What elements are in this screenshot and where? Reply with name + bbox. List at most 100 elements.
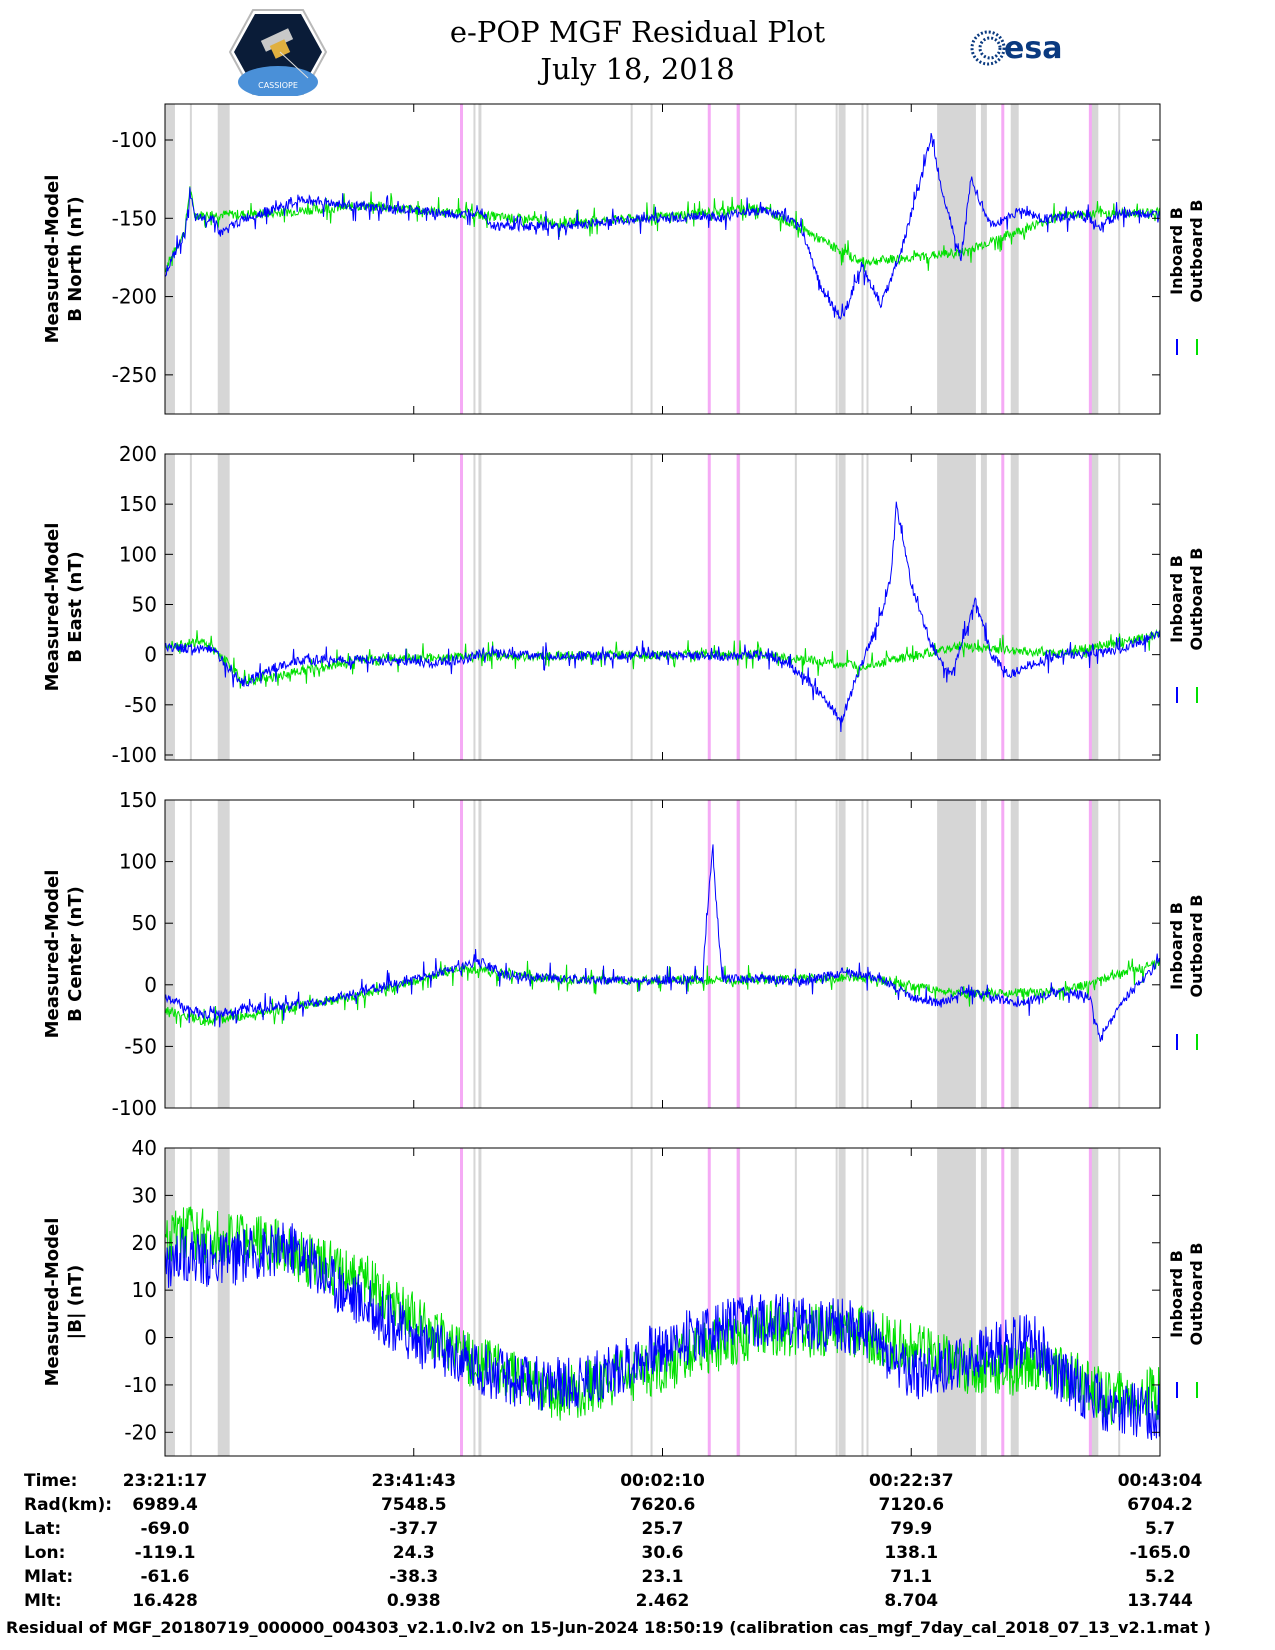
y-axis-label: Measured-Model B East (nT) — [42, 523, 86, 692]
magenta-band — [707, 800, 711, 1108]
gap-band — [861, 1148, 864, 1456]
gap-band — [189, 454, 192, 760]
gap-band — [838, 800, 846, 1108]
gap-band — [478, 454, 482, 760]
y-tick-label: 0 — [144, 643, 157, 667]
legend-outboard-label: Outboard B — [1187, 548, 1206, 651]
plot-panel-4: 40 30 20 10 0 -10 -20 Measured-Model |B| (nT) Inb… — [42, 1136, 1206, 1457]
y-tick-label: -250 — [112, 363, 157, 387]
legend: Inboard B Outboard B — [1167, 895, 1206, 1050]
table-cell: 71.1 — [890, 1567, 932, 1587]
table-cell: 7620.6 — [630, 1495, 696, 1515]
y-axis-label-line: |B| (nT) — [65, 1265, 86, 1340]
plot-panel-1: -100 -150 -200 -250 Measured-Model B North (n… — [42, 103, 1206, 415]
magenta-band — [1088, 1148, 1092, 1456]
table-cell: 2.462 — [636, 1591, 690, 1610]
table-cell: 23.1 — [642, 1567, 684, 1587]
gap-band — [835, 1148, 838, 1456]
gap-band — [937, 454, 976, 760]
magenta-band — [736, 454, 740, 760]
gap-band — [1090, 104, 1099, 414]
table-row-label: Lon: — [24, 1543, 65, 1563]
legend-outboard-label: Outboard B — [1187, 895, 1206, 998]
series-line-inboard — [164, 501, 1161, 733]
gap-band — [1090, 454, 1099, 760]
y-tick-label: -50 — [124, 693, 157, 717]
gap-band — [861, 800, 864, 1108]
y-axis-label-line: Measured-Model — [42, 1218, 63, 1387]
legend-inboard-label: Inboard B — [1167, 555, 1186, 643]
svg-text:esa: esa — [1004, 31, 1062, 66]
gap-band — [1010, 454, 1019, 760]
gap-band — [473, 1148, 476, 1456]
legend: Inboard B Outboard B — [1167, 200, 1206, 355]
gap-band — [630, 104, 633, 414]
gap-band — [835, 104, 838, 414]
gap-band — [794, 800, 797, 1108]
y-tick-label: -50 — [124, 1034, 157, 1058]
gap-band — [866, 454, 869, 760]
y-tick-label: 0 — [144, 1326, 157, 1350]
y-axis-label-line: B Center (nT) — [65, 886, 86, 1022]
gap-band — [217, 800, 230, 1108]
table-row-label: Mlt: — [24, 1591, 62, 1610]
magenta-band — [1001, 1148, 1005, 1456]
gap-band — [478, 104, 482, 414]
gap-band — [835, 454, 838, 760]
gap-band — [980, 800, 987, 1108]
table-cell: 13.744 — [1127, 1591, 1193, 1610]
title-block: e-POP MGF Residual Plot July 18, 2018 — [0, 14, 1275, 88]
legend-inboard-label: Inboard B — [1167, 1250, 1186, 1338]
gap-band — [473, 454, 476, 760]
legend-inboard-label: Inboard B — [1167, 902, 1186, 990]
legend: Inboard B Outboard B — [1167, 548, 1206, 703]
table-cell: 16.428 — [132, 1591, 198, 1610]
gap-band — [1118, 800, 1121, 1108]
gap-band — [473, 800, 476, 1108]
table-cell: 24.3 — [393, 1543, 435, 1563]
y-axis-label-line: Measured-Model — [42, 175, 63, 344]
table-cell: -38.3 — [389, 1567, 438, 1587]
y-tick-label: 50 — [132, 911, 157, 935]
gap-band — [189, 104, 192, 414]
page-title: e-POP MGF Residual Plot — [449, 15, 826, 49]
table-row-label: Lat: — [24, 1519, 61, 1539]
ephemeris-table: Time: Rad(km): Lat: Lon: Mlat: Mlt: 23:21:17 69… — [24, 1471, 1202, 1610]
y-tick-label: 30 — [132, 1183, 157, 1207]
gap-band — [165, 800, 175, 1108]
legend-inboard-label: Inboard B — [1167, 207, 1186, 295]
table-cell: -69.0 — [141, 1519, 190, 1539]
gap-band — [189, 1148, 192, 1456]
table-cell: 6989.4 — [132, 1495, 198, 1515]
gap-band — [866, 1148, 869, 1456]
gap-band — [838, 454, 846, 760]
gap-band — [650, 1148, 653, 1456]
gap-band — [630, 454, 633, 760]
magenta-band — [460, 1148, 464, 1456]
y-tick-label: 20 — [132, 1231, 157, 1255]
gap-band — [217, 454, 230, 760]
table-cell: 5.7 — [1145, 1519, 1175, 1539]
magenta-band — [1088, 104, 1092, 414]
gap-band — [980, 1148, 987, 1456]
table-cell: -61.6 — [141, 1567, 190, 1587]
y-tick-label: -10 — [124, 1373, 157, 1397]
legend-outboard-label: Outboard B — [1187, 1243, 1206, 1346]
gap-band — [1010, 104, 1019, 414]
y-tick-label: 0 — [144, 973, 157, 997]
table-row-label: Mlat: — [24, 1567, 73, 1587]
gap-band — [189, 800, 192, 1108]
gap-band — [165, 1148, 175, 1456]
gap-band — [478, 1148, 482, 1456]
gap-band — [630, 800, 633, 1108]
table-cell: 25.7 — [642, 1519, 684, 1539]
y-axis-label: Measured-Model |B| (nT) — [42, 1218, 86, 1387]
gap-band — [1118, 454, 1121, 760]
y-tick-label: -20 — [124, 1420, 157, 1444]
y-tick-label: -200 — [112, 285, 157, 309]
table-cell: 138.1 — [884, 1543, 938, 1563]
gap-band — [1118, 104, 1121, 414]
y-tick-label: 10 — [132, 1278, 157, 1302]
table-row-label: Rad(km): — [24, 1495, 112, 1515]
y-axis-label-line: Measured-Model — [42, 870, 63, 1039]
